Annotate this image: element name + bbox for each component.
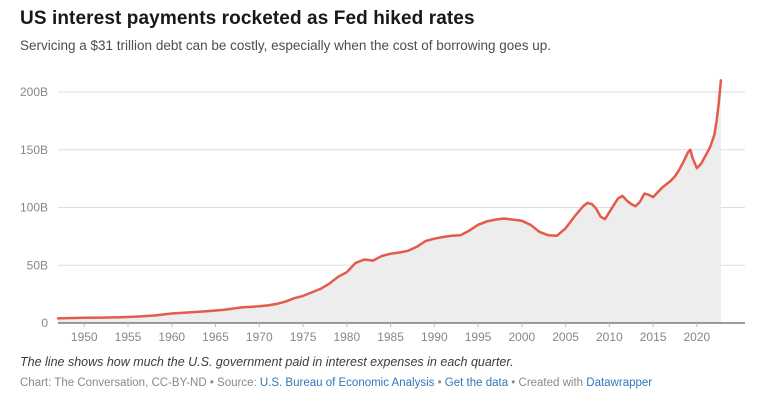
x-tick-label: 1960 — [158, 330, 185, 344]
y-tick-label: 0 — [41, 316, 48, 330]
x-tick-label: 1995 — [465, 330, 492, 344]
x-tick-label: 1955 — [115, 330, 142, 344]
attribution-prefix: Chart: The Conversation, CC-BY-ND • Sour… — [20, 377, 260, 389]
x-tick-label: 1950 — [71, 330, 98, 344]
y-tick-label: 100B — [20, 201, 48, 215]
datawrapper-link[interactable]: Datawrapper — [586, 377, 653, 389]
chart-subtitle: Servicing a $31 trillion debt can be cos… — [20, 38, 552, 53]
x-tick-label: 2000 — [508, 330, 535, 344]
x-tick-label: 1990 — [421, 330, 448, 344]
x-tick-label: 1985 — [377, 330, 404, 344]
attribution-sep2: • Created with — [508, 377, 587, 389]
area-chart: 0 50B 100B 150B 200B 1950 1955 1960 1965 1970 1975… — [20, 79, 745, 344]
x-tick-label: 1965 — [202, 330, 229, 344]
y-tick-label: 150B — [20, 143, 48, 157]
series-area — [58, 80, 721, 324]
y-tick-label: 50B — [27, 258, 48, 272]
x-tick-label: 1975 — [290, 330, 317, 344]
x-tick-label: 1980 — [333, 330, 360, 344]
y-tick-label: 200B — [20, 85, 48, 99]
attribution: Chart: The Conversation, CC-BY-ND • Sour… — [20, 377, 652, 389]
x-tick-label: 2015 — [640, 330, 667, 344]
x-tick-label: 2005 — [552, 330, 579, 344]
x-tick-label: 1970 — [246, 330, 273, 344]
chart-note: The line shows how much the U.S. governm… — [20, 355, 514, 369]
chart-title: US interest payments rocketed as Fed hik… — [20, 8, 475, 29]
get-data-link[interactable]: Get the data — [444, 377, 509, 389]
series-line — [56, 79, 723, 320]
x-tick-label: 2010 — [596, 330, 623, 344]
x-tick-label: 2020 — [684, 330, 711, 344]
source-link[interactable]: U.S. Bureau of Economic Analysis — [259, 377, 435, 389]
attribution-sep1: • — [434, 377, 445, 389]
